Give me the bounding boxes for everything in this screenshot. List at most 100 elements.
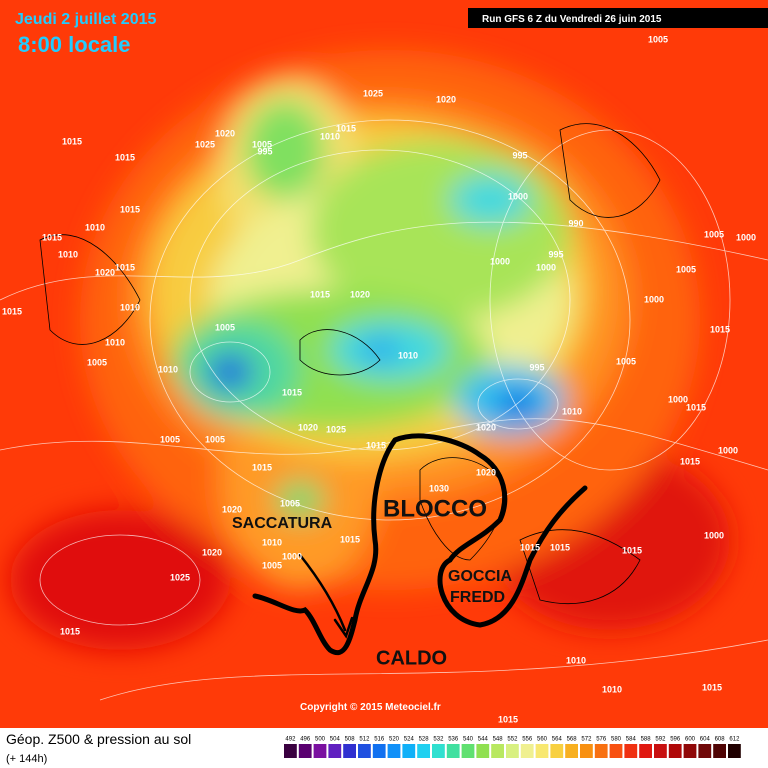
isobar-label: 1020	[476, 467, 496, 477]
legend-level: 548	[493, 737, 504, 743]
isobar-label: 1015	[282, 387, 302, 397]
isobar-label: 1015	[366, 440, 386, 450]
legend-swatch	[698, 744, 712, 758]
run-box	[468, 8, 768, 28]
legend-level: 604	[700, 737, 711, 743]
legend-swatch	[683, 744, 697, 758]
isobar-label: 1015	[42, 232, 62, 242]
legend-level: 576	[596, 737, 607, 743]
isobar-label: 1015	[680, 456, 700, 466]
isobar-label: 1010	[566, 655, 586, 665]
isobar-label: 1010	[262, 537, 282, 547]
isobar-label: 1000	[490, 256, 510, 266]
legend-level: 608	[715, 737, 726, 743]
isobar-label: 1020	[350, 289, 370, 299]
isobar-label: 1005	[252, 139, 272, 149]
isobar-label: 1005	[280, 498, 300, 508]
legend-swatch	[432, 744, 445, 758]
isobar-label: 1010	[602, 684, 622, 694]
isobar-label: 1005	[215, 322, 235, 332]
isobar-label: 1000	[644, 294, 664, 304]
legend-swatch	[298, 744, 312, 758]
isobar-label: 1005	[160, 434, 180, 444]
isobar-label: 1030	[429, 483, 449, 493]
legend-level: 568	[567, 737, 578, 743]
legend-level: 560	[537, 737, 548, 743]
legend-level: 512	[359, 737, 370, 743]
isobar-label: 1000	[282, 551, 302, 561]
legend-level: 556	[522, 737, 533, 743]
legend-title: Géop. Z500 & pression au sol	[6, 731, 191, 747]
legend-swatch	[387, 744, 401, 758]
legend-level: 520	[389, 737, 400, 743]
isobar-label: 1015	[710, 324, 730, 334]
isobar-label: 1005	[676, 264, 696, 274]
legend-swatch	[372, 744, 386, 758]
isobar-label: 1000	[704, 530, 724, 540]
time-label: 8:00 locale	[18, 32, 131, 57]
isobar-label: 1000	[508, 191, 528, 201]
isobar-label: 1010	[105, 337, 125, 347]
isobar-label: 1020	[436, 94, 456, 104]
legend-scale: 492 496 500 504 508 512 516 520 524 528 532 536 540 5…	[284, 737, 741, 758]
height-field	[10, 50, 730, 650]
isobar-label: 1025	[195, 139, 215, 149]
isobar-label: 1015	[120, 204, 140, 214]
legend-swatch	[565, 744, 578, 758]
legend-level: 600	[685, 737, 696, 743]
isobar-label: 1015	[498, 714, 518, 724]
isobar-label: 1015	[115, 152, 135, 162]
legend-swatch	[328, 744, 342, 758]
legend-level: 572	[581, 737, 592, 743]
legend-swatch	[313, 744, 327, 758]
legend-swatch	[461, 744, 475, 758]
annotation: FREDD	[450, 589, 505, 606]
legend-level: 504	[330, 737, 341, 743]
legend-level: 540	[463, 737, 474, 743]
isobar-label: 1005	[262, 560, 282, 570]
isobar-label: 1005	[87, 357, 107, 367]
legend-swatch	[446, 744, 460, 758]
isobar-label: 1020	[476, 422, 496, 432]
isobar-label: 1015	[340, 534, 360, 544]
legend-level: 592	[655, 737, 666, 743]
legend-swatch	[358, 744, 371, 758]
isobar-label: 990	[568, 218, 583, 228]
isobar-label: 1010	[398, 350, 418, 360]
legend-swatch	[520, 744, 534, 758]
isobar-label: 1020	[215, 128, 235, 138]
isobar-label: 1005	[616, 356, 636, 366]
isobar-label: 1010	[58, 249, 78, 259]
legend-level: 528	[419, 737, 430, 743]
isobar-label: 1015	[60, 626, 80, 636]
legend-level: 492	[285, 737, 296, 743]
legend-swatch	[284, 744, 297, 758]
legend-level: 552	[507, 737, 518, 743]
legend-swatch	[594, 744, 608, 758]
isobars	[0, 119, 768, 701]
legend-swatch	[639, 744, 652, 758]
copyright: Copyright © 2015 Meteociel.fr	[300, 702, 441, 713]
isobar-label: 995	[512, 150, 527, 160]
isobar-label: 1000	[668, 394, 688, 404]
isobar-label: 1005	[704, 229, 724, 239]
legend-lead: (+ 144h)	[6, 753, 47, 765]
isobar-label: 1010	[85, 222, 105, 232]
legend-level: 544	[478, 737, 489, 743]
legend-level: 496	[300, 737, 311, 743]
legend-swatch	[491, 744, 504, 758]
isobar-label: 1025	[170, 572, 190, 582]
legend-swatch	[713, 744, 726, 758]
legend-level: 536	[448, 737, 459, 743]
isobar-label: 1010	[562, 406, 582, 416]
isobar-label: 1015	[310, 289, 330, 299]
legend-level: 580	[611, 737, 622, 743]
legend-level: 596	[670, 737, 681, 743]
isobar-label: 1015	[62, 136, 82, 146]
isobar-label: 1000	[536, 262, 556, 272]
legend-level: 500	[315, 737, 326, 743]
date-label: Jeudi 2 juillet 2015	[15, 11, 157, 28]
legend-swatch	[668, 744, 682, 758]
isobar-label: 1015	[686, 402, 706, 412]
